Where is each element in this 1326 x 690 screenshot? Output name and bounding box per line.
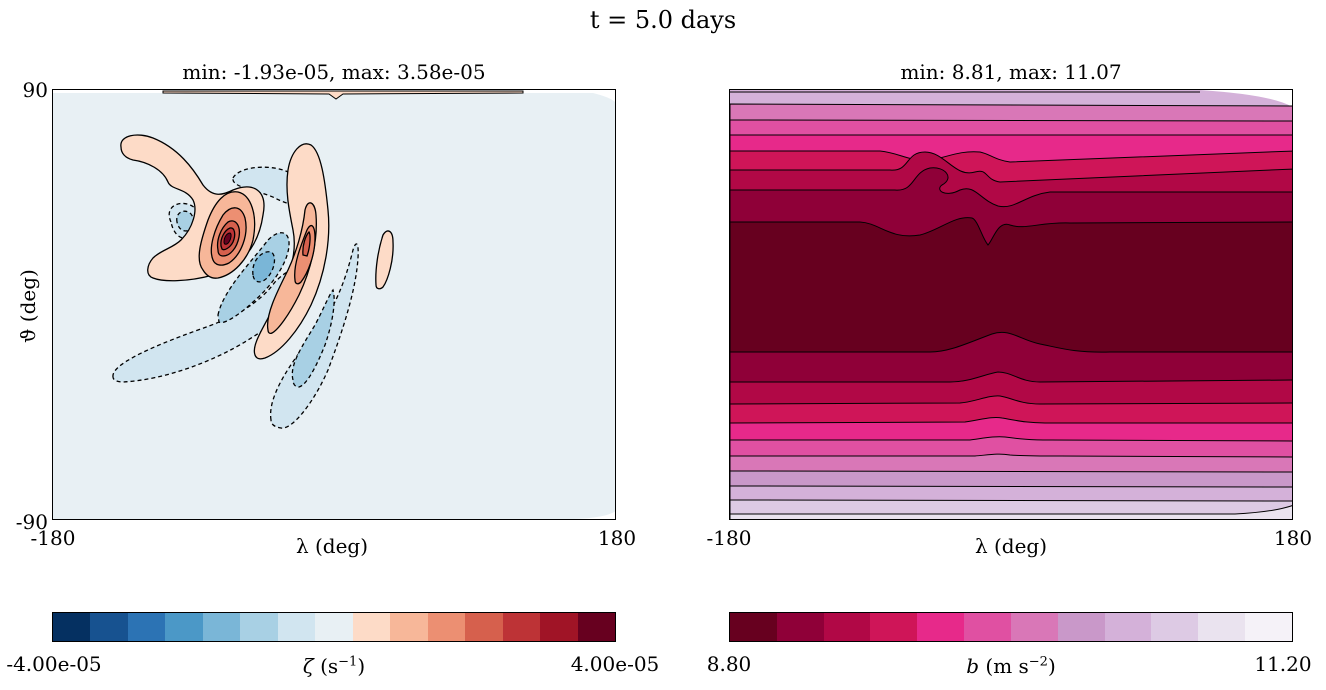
left-y-axis-label: ϑ (deg) [16, 269, 40, 343]
left-y-tick-bottom: -90 [15, 510, 48, 534]
colorbar-segment-6 [1010, 613, 1058, 641]
positive-core-d [302, 230, 311, 257]
buoyancy-colorbar-max: 11.20 [1254, 652, 1312, 676]
colorbar-segment-2 [823, 613, 871, 641]
right-plot-title: min: 8.81, max: 11.07 [900, 60, 1122, 84]
colorbar-segment-7 [315, 613, 353, 641]
buoyancy-colorbar-min: 8.80 [706, 652, 752, 676]
colorbar-segment-10 [1198, 613, 1246, 641]
colorbar-segment-9 [1151, 613, 1199, 641]
vorticity-top-band [162, 90, 524, 100]
colorbar-segment-13 [540, 613, 578, 641]
left-x-axis-label: λ (deg) [295, 534, 369, 558]
figure-title: t = 5.0 days [589, 6, 737, 34]
right-x-tick-left: -180 [706, 526, 752, 550]
colorbar-segment-0 [730, 613, 777, 641]
colorbar-segment-9 [390, 613, 428, 641]
colorbar-segment-8 [1104, 613, 1152, 641]
colorbar-segment-4 [202, 613, 241, 641]
colorbar-segment-1 [776, 613, 824, 641]
positive-core-c [223, 232, 232, 245]
colorbar-segment-3 [165, 613, 203, 641]
right-x-axis-label: λ (deg) [974, 534, 1048, 558]
buoyancy-plot [729, 89, 1293, 520]
buoyancy-colorbar-label: b (m s−2) [966, 654, 1056, 678]
colorbar-segment-1 [90, 613, 128, 641]
left-x-tick-left: -180 [30, 526, 76, 550]
negative-lobe-inner-c [252, 251, 276, 283]
vorticity-contour-svg [53, 90, 615, 519]
left-y-tick-top: 90 [22, 78, 48, 102]
colorbar-segment-10 [427, 613, 466, 641]
vorticity-colorbar-label: ζ (s−1) [302, 654, 366, 678]
colorbar-segment-6 [277, 613, 316, 641]
colorbar-segment-5 [964, 613, 1011, 641]
colorbar-segment-2 [127, 613, 166, 641]
colorbar-segment-11 [465, 613, 503, 641]
vorticity-colorbar-max: 4.00e-05 [570, 652, 660, 676]
colorbar-segment-12 [502, 613, 541, 641]
colorbar-segment-4 [917, 613, 965, 641]
colorbar-segment-8 [352, 613, 391, 641]
negative-lobe-outer-a [112, 270, 299, 383]
colorbar-segment-11 [1245, 613, 1292, 641]
vorticity-plot [52, 89, 616, 520]
negative-lobe-small-b [176, 210, 195, 232]
colorbar-segment-0 [53, 613, 91, 641]
colorbar-segment-3 [870, 613, 918, 641]
vorticity-colorbar [52, 612, 616, 642]
buoyancy-band-18 [730, 505, 1292, 519]
vorticity-colorbar-min: -4.00e-05 [6, 652, 102, 676]
right-x-tick-right: 180 [1273, 526, 1313, 550]
colorbar-segment-14 [577, 613, 616, 641]
positive-lobe-far [375, 230, 394, 290]
left-plot-title: min: -1.93e-05, max: 3.58e-05 [182, 60, 486, 84]
buoyancy-contour-svg [730, 90, 1292, 519]
colorbar-segment-5 [240, 613, 278, 641]
negative-lobe-inner-b [291, 288, 335, 388]
buoyancy-colorbar [729, 612, 1293, 642]
colorbar-segment-7 [1057, 613, 1105, 641]
left-x-tick-right: 180 [597, 526, 637, 550]
